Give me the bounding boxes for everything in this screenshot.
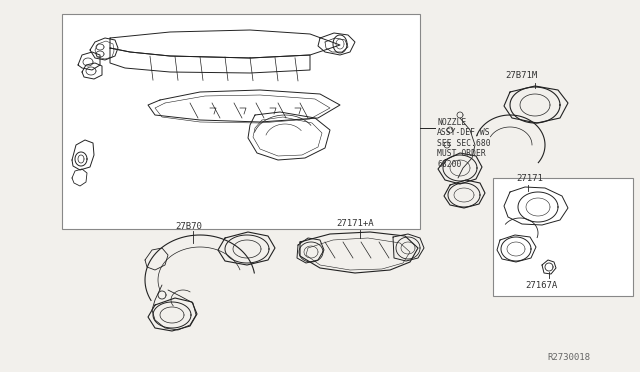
Text: NOZZLE
ASSY-DEF,WS
SEE SEC.680
MUST ORDER
68200: NOZZLE ASSY-DEF,WS SEE SEC.680 MUST ORDE… (437, 118, 491, 169)
Text: 27167A: 27167A (525, 281, 557, 290)
Text: R2730018: R2730018 (547, 353, 590, 362)
Bar (493, 178, 633, 296)
Text: 27171+A: 27171+A (336, 219, 374, 228)
Text: 27B70: 27B70 (175, 222, 202, 231)
Bar (62, 14, 420, 229)
Text: 27B71M: 27B71M (505, 71, 537, 80)
Text: 27171: 27171 (516, 174, 543, 183)
